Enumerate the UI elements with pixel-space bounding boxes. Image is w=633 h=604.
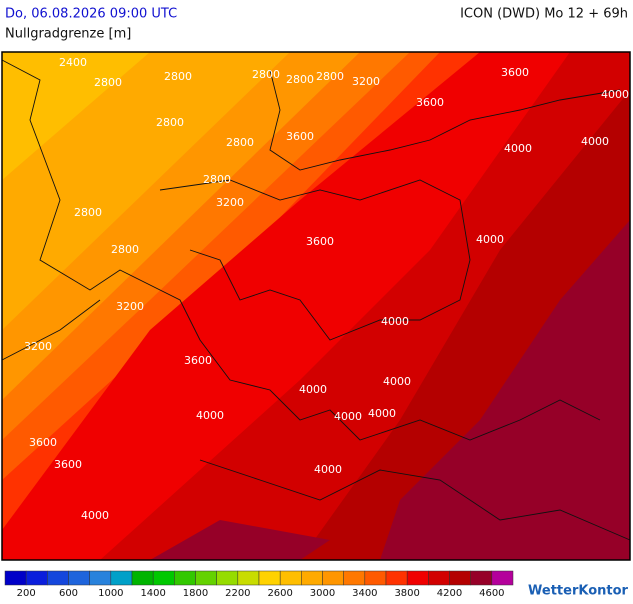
contour-label: 3600: [29, 436, 57, 449]
contour-label: 2800: [316, 70, 344, 83]
colorbar-swatch: [174, 570, 196, 586]
contour-label: 3600: [416, 96, 444, 109]
contour-label: 3200: [116, 300, 144, 313]
colorbar-label: 3800: [394, 588, 419, 599]
contour-label: 3600: [54, 458, 82, 471]
contour-label: 2800: [252, 68, 280, 81]
contour-label: 4000: [299, 383, 327, 396]
contour-label: 4000: [381, 315, 409, 328]
colorbar-swatch: [364, 570, 387, 586]
colorbar-swatch: [428, 570, 450, 586]
contour-label: 2800: [286, 73, 314, 86]
map-title: Nullgradgrenze [m]: [5, 27, 131, 42]
contour-label: 3600: [501, 66, 529, 79]
colorbar-label: 3000: [310, 588, 335, 599]
colorbar-swatch: [449, 570, 471, 586]
contour-label: 2400: [59, 56, 87, 69]
colorbar-label: 4200: [437, 588, 462, 599]
colorbar-swatch: [237, 570, 260, 586]
colorbar-swatch: [301, 570, 323, 586]
colorbar-swatch: [195, 570, 217, 586]
colorbar-swatch: [491, 570, 514, 586]
colorbar-swatch: [322, 570, 344, 586]
contour-label: 4000: [581, 135, 609, 148]
colorbar-swatch: [25, 570, 48, 586]
colorbar-label: 1000: [98, 588, 123, 599]
datetime: Do, 06.08.2026 09:00 UTC: [5, 7, 177, 22]
colorbar-swatch: [385, 570, 408, 586]
contour-label: 3600: [306, 235, 334, 248]
contour-label: 2800: [164, 70, 192, 83]
map: [1, 51, 631, 561]
colorbar-swatch: [68, 570, 90, 586]
contour-label: 3200: [352, 75, 380, 88]
colorbar: 200 600 1000 1400 1800 2200 2600 3000 3400 3800 42…: [4, 570, 514, 599]
contour-label: 4000: [476, 233, 504, 246]
contour-label: 4000: [314, 463, 342, 476]
colorbar-label: 600: [59, 588, 78, 599]
colorbar-swatch: [89, 570, 112, 586]
contour-label: 2800: [111, 243, 139, 256]
colorbar-label: 200: [17, 588, 36, 599]
contour-label: 3200: [24, 340, 52, 353]
contour-label: 4000: [504, 142, 532, 155]
contour-label: 2800: [156, 116, 184, 129]
colorbar-swatch: [110, 570, 133, 586]
colorbar-swatch: [152, 570, 175, 586]
contour-label: 2800: [74, 206, 102, 219]
contour-label: 3200: [216, 196, 244, 209]
model-run: ICON (DWD) Mo 12 + 69h: [460, 7, 628, 22]
colorbar-swatch: [406, 570, 429, 586]
colorbar-swatch: [216, 570, 239, 586]
colorbar-swatch: [258, 570, 281, 586]
colorbar-swatch: [343, 570, 366, 586]
contour-label: 2800: [226, 136, 254, 149]
colorbar-swatch: [470, 570, 493, 586]
contour-label: 4000: [196, 409, 224, 422]
contour-label: 2800: [203, 173, 231, 186]
colorbar-swatch: [131, 570, 154, 586]
colorbar-label: 2600: [267, 588, 292, 599]
colorbar-swatch: [279, 570, 302, 586]
logo: WetterKontor: [528, 584, 629, 599]
contour-label: 4000: [383, 375, 411, 388]
contour-label: 4000: [81, 509, 109, 522]
colorbar-swatch: [47, 570, 69, 586]
colorbar-label: 1800: [183, 588, 208, 599]
colorbar-label: 4600: [479, 588, 504, 599]
contour-label: 3600: [286, 130, 314, 143]
colorbar-label: 3400: [352, 588, 377, 599]
colorbar-label: 2200: [225, 588, 250, 599]
contour-label: 3600: [184, 354, 212, 367]
contour-label: 4000: [334, 410, 362, 423]
contour-label: 4000: [368, 407, 396, 420]
contour-label: 4000: [601, 88, 629, 101]
contour-label: 2800: [94, 76, 122, 89]
colorbar-label: 1400: [140, 588, 165, 599]
colorbar-swatch: [4, 570, 27, 586]
contour-labels: 2400 2800 2800 2800 2800 2800 3200 2800 …: [24, 56, 629, 522]
